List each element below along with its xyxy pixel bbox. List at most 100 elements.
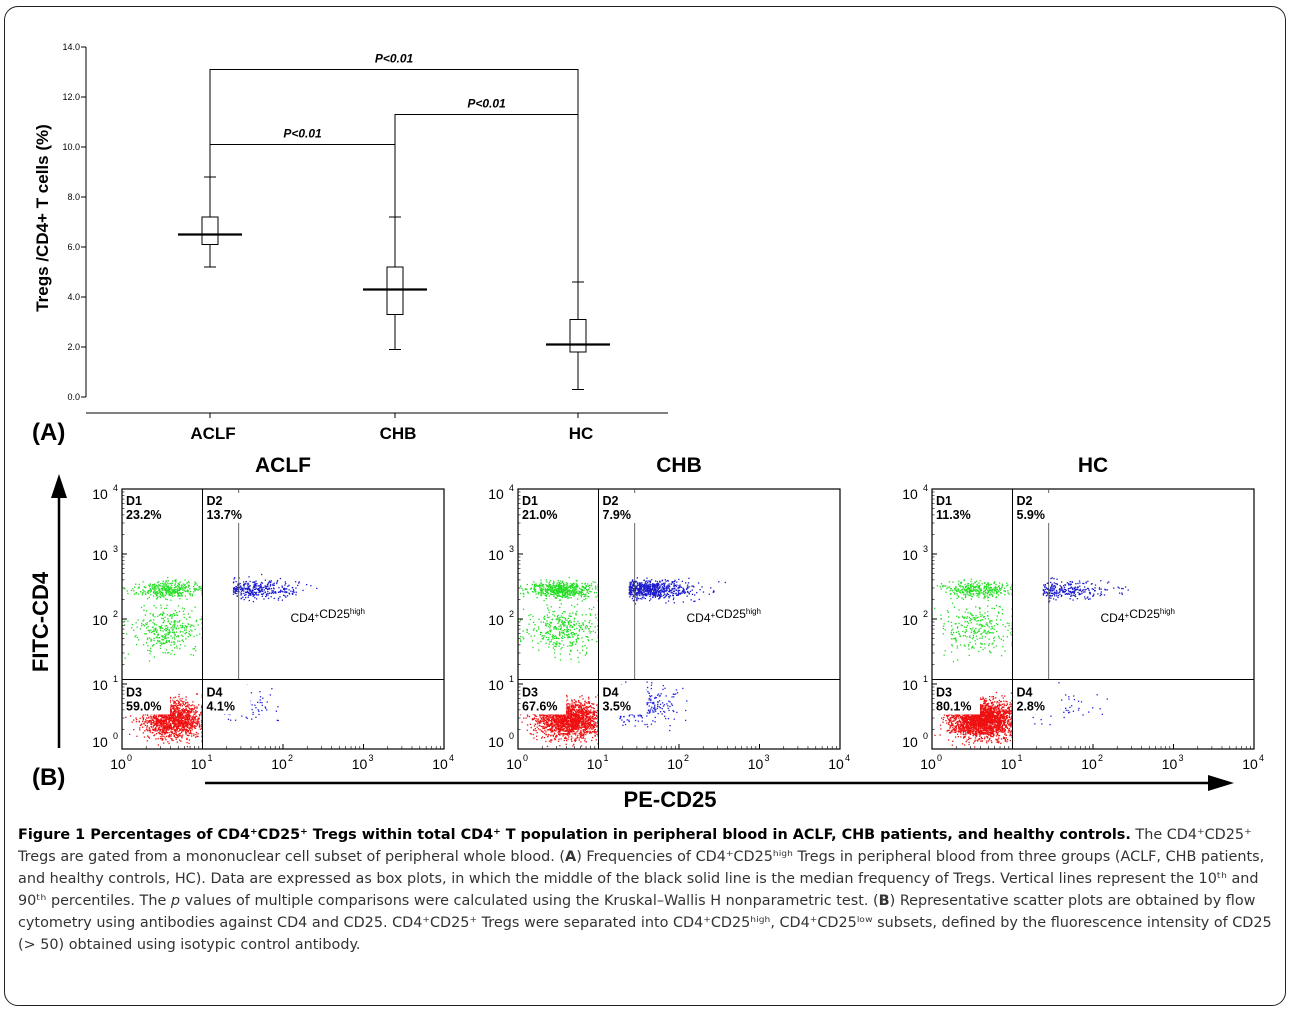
dot-d2 [265, 586, 267, 588]
dot-d2 [245, 596, 247, 599]
dot-d1 [159, 589, 161, 591]
dot-d2 [232, 590, 235, 592]
dot-d3 [590, 728, 592, 730]
dot-d3 [574, 721, 576, 724]
dot-d3 [176, 741, 178, 743]
dot-d3 [550, 741, 552, 743]
dot-d1 [551, 593, 553, 596]
dot-d3 [177, 719, 180, 721]
dot-d1 [167, 637, 169, 639]
dot-d3 [576, 727, 578, 729]
dot-d2 [255, 587, 257, 589]
dot-d3 [581, 712, 584, 714]
dot-d3 [164, 719, 166, 721]
dot-d1 [159, 590, 161, 593]
dot-d1 [157, 640, 159, 643]
dot-d3 [158, 728, 161, 730]
dot-d3 [565, 717, 567, 719]
dot-d3 [562, 715, 564, 717]
dot-d1 [178, 587, 181, 589]
dot-d1 [566, 631, 568, 633]
dot-d2 [254, 584, 257, 587]
dot-d2 [273, 597, 275, 600]
dot-d3 [169, 709, 171, 711]
dot-d3 [143, 723, 145, 725]
dot-d3 [565, 711, 567, 713]
dot-d3 [565, 725, 567, 728]
dot-d1 [179, 581, 181, 583]
dot-d3 [576, 712, 578, 715]
dot-d3 [165, 719, 168, 721]
dot-d1 [170, 614, 172, 616]
dot-d1 [162, 595, 164, 597]
dot-d2 [245, 587, 247, 590]
dot-d1 [166, 598, 168, 601]
dot-d1 [149, 619, 152, 621]
dot-d4 [254, 704, 256, 706]
dot-d3 [186, 741, 188, 744]
dot-d1 [168, 582, 170, 585]
dot-d3 [178, 710, 181, 712]
dot-d3 [594, 735, 596, 737]
dot-d1 [148, 620, 151, 622]
dot-d3 [189, 729, 191, 731]
dot-d3 [174, 722, 176, 724]
dot-d1 [545, 592, 547, 595]
dot-d1 [150, 589, 152, 591]
dot-d1 [592, 630, 594, 632]
dot-d1 [543, 586, 545, 589]
dot-d1 [548, 581, 551, 583]
dot-d3 [589, 712, 592, 714]
dot-d1 [532, 646, 534, 649]
dot-d3 [596, 709, 598, 712]
dot-d3 [167, 724, 169, 726]
dot-d2 [279, 589, 282, 591]
dot-d3 [181, 709, 183, 711]
dot-d1 [169, 582, 172, 585]
dot-d3 [184, 706, 187, 708]
dot-d1 [148, 596, 151, 599]
dot-d3 [579, 696, 581, 698]
dot-d3 [162, 733, 164, 735]
dot-d1 [156, 597, 158, 599]
dot-d1 [163, 619, 165, 622]
dot-d3 [183, 703, 185, 705]
dot-d3 [149, 721, 151, 723]
dot-d3 [181, 722, 183, 724]
dot-d1 [575, 623, 578, 625]
dot-d1 [540, 593, 542, 595]
dot-d1 [575, 612, 577, 615]
dot-d3 [171, 721, 173, 723]
dot-d2 [235, 590, 237, 592]
dot-d2 [258, 591, 260, 594]
dot-d3 [144, 724, 147, 727]
dot-d1 [181, 595, 183, 597]
dot-d3 [570, 711, 572, 713]
dot-d3 [539, 721, 542, 723]
dot-d1 [193, 635, 195, 638]
dot-d3 [583, 732, 585, 734]
dot-d3 [579, 715, 581, 717]
dot-d1 [162, 651, 164, 654]
dot-d3 [178, 714, 180, 717]
dot-d3 [537, 719, 539, 721]
dot-d3 [546, 745, 549, 748]
dot-d1 [578, 592, 581, 594]
dot-d3 [188, 739, 191, 741]
dot-d3 [571, 715, 573, 717]
dot-d1 [551, 588, 553, 590]
dot-d1 [184, 586, 187, 588]
dot-d2 [243, 586, 245, 588]
dot-d3 [170, 731, 172, 734]
dot-d1 [555, 618, 557, 620]
dot-d3 [192, 716, 194, 718]
dot-d3 [181, 697, 183, 700]
dot-d3 [187, 712, 189, 714]
dot-d2 [283, 589, 286, 591]
dot-d3 [163, 735, 165, 738]
dot-d3 [582, 716, 585, 718]
dot-d3 [559, 728, 561, 730]
dot-d1 [166, 628, 169, 630]
dot-d4 [257, 709, 259, 711]
dot-d3 [181, 717, 183, 720]
